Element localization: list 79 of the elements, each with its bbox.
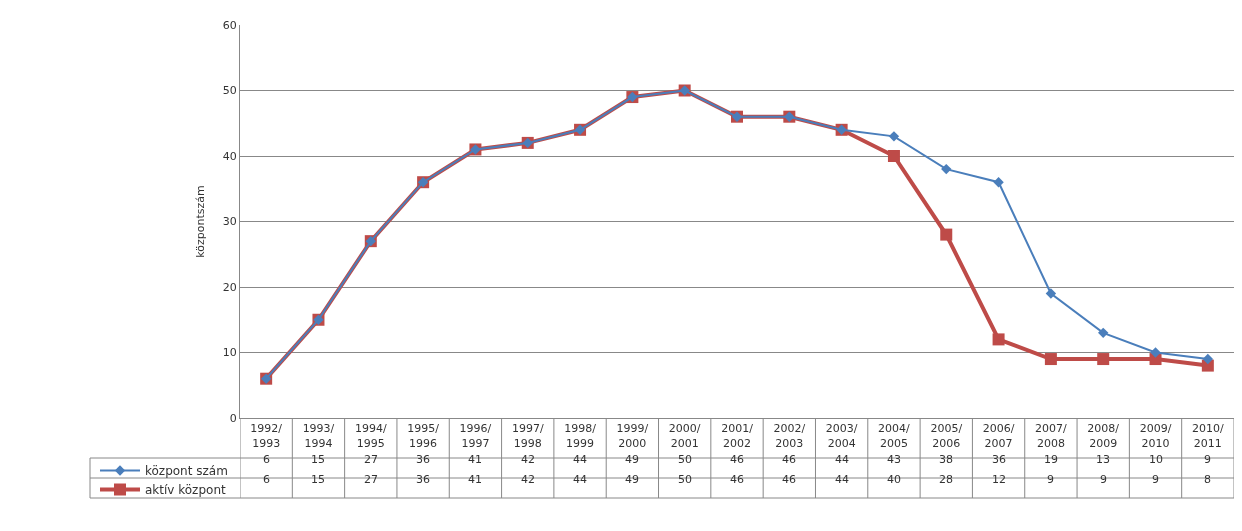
- data-label: 46: [730, 453, 744, 466]
- legend-label: központ szám: [145, 464, 228, 479]
- y-tick-label: 20: [222, 280, 237, 294]
- point: [941, 163, 952, 175]
- data-label: 36: [416, 453, 430, 466]
- data-label: 38: [939, 453, 953, 466]
- x-tick-label: 1996/1997: [459, 422, 492, 450]
- data-label: 27: [364, 453, 378, 466]
- data-label: 9: [1152, 473, 1159, 486]
- data-label: 28: [939, 473, 953, 486]
- x-tick-label: 1993/1994: [302, 422, 335, 450]
- data-label: 6: [263, 453, 270, 466]
- data-label: 36: [416, 473, 430, 486]
- data-label: 49: [625, 453, 639, 466]
- data-label: 9: [1204, 453, 1211, 466]
- point: [992, 333, 1005, 346]
- data-label: 40: [887, 473, 901, 486]
- data-label: 44: [835, 473, 849, 486]
- x-tick-label: 1994/1995: [354, 422, 387, 450]
- data-label: 9: [1100, 473, 1107, 486]
- data-label: 41: [468, 453, 482, 466]
- data-label: 9: [1047, 473, 1054, 486]
- x-tick-label: 2009/2010: [1139, 422, 1172, 450]
- data-label: 13: [1096, 453, 1110, 466]
- data-label: 46: [730, 473, 744, 486]
- data-label: 46: [782, 473, 796, 486]
- y-tick-label: 10: [222, 346, 237, 360]
- data-label: 44: [573, 453, 587, 466]
- data-label: 44: [573, 473, 587, 486]
- data-label: 41: [468, 473, 482, 486]
- legend-label: aktív központ: [145, 483, 226, 498]
- x-tick-label: 2005/2006: [930, 422, 963, 450]
- x-tick-label: 2008/2009: [1087, 422, 1120, 450]
- data-label: 19: [1044, 453, 1058, 466]
- point: [1045, 288, 1057, 299]
- point: [887, 150, 900, 162]
- data-label: 46: [782, 453, 796, 466]
- point: [1044, 353, 1057, 366]
- x-tick-label: 2006/2007: [982, 422, 1015, 450]
- data-label: 15: [311, 453, 325, 466]
- y-tick-label: 60: [222, 18, 237, 32]
- point: [1150, 347, 1161, 358]
- y-tick-label: 0: [229, 411, 237, 425]
- data-label: 27: [364, 473, 378, 486]
- x-tick-label: 1998/1999: [564, 422, 597, 450]
- x-tick-label: 1995/1996: [407, 422, 440, 450]
- x-tick-label: 1992/1993: [250, 422, 283, 450]
- x-tick-label: 2010/2011: [1191, 422, 1224, 450]
- x-tick-label: 2000/2001: [668, 422, 701, 450]
- data-label: 12: [992, 473, 1006, 486]
- data-label: 44: [835, 453, 849, 466]
- x-tick-label: 1999/2000: [616, 422, 649, 450]
- point: [1097, 353, 1110, 366]
- data-label: 49: [625, 473, 639, 486]
- x-tick-label: 2001/2002: [721, 422, 754, 450]
- data-label: 42: [521, 453, 535, 466]
- x-tick-label: 2002/2003: [773, 422, 806, 450]
- point: [993, 177, 1004, 188]
- data-label: 36: [992, 453, 1006, 466]
- data-label: 50: [678, 473, 692, 486]
- x-tick-label: 2003/2004: [825, 422, 858, 450]
- y-tick-label: 40: [222, 149, 237, 163]
- y-tick-label: 50: [222, 84, 237, 98]
- data-label: 43: [887, 453, 901, 466]
- y-tick-label: 30: [222, 215, 237, 229]
- point: [940, 228, 953, 241]
- data-label: 8: [1204, 473, 1211, 486]
- point: [888, 131, 900, 142]
- x-tick-label: 2004/2005: [878, 422, 911, 450]
- x-tick-label: 2007/2008: [1035, 422, 1068, 450]
- point: [1202, 353, 1214, 365]
- data-label: 10: [1149, 453, 1163, 466]
- data-label: 15: [311, 473, 325, 486]
- data-label: 6: [263, 473, 270, 486]
- x-tick-label: 1997/1998: [511, 422, 544, 450]
- data-label: 42: [521, 473, 535, 486]
- data-label: 50: [678, 453, 692, 466]
- point: [1098, 327, 1109, 339]
- y-axis-title: központszám: [194, 185, 208, 258]
